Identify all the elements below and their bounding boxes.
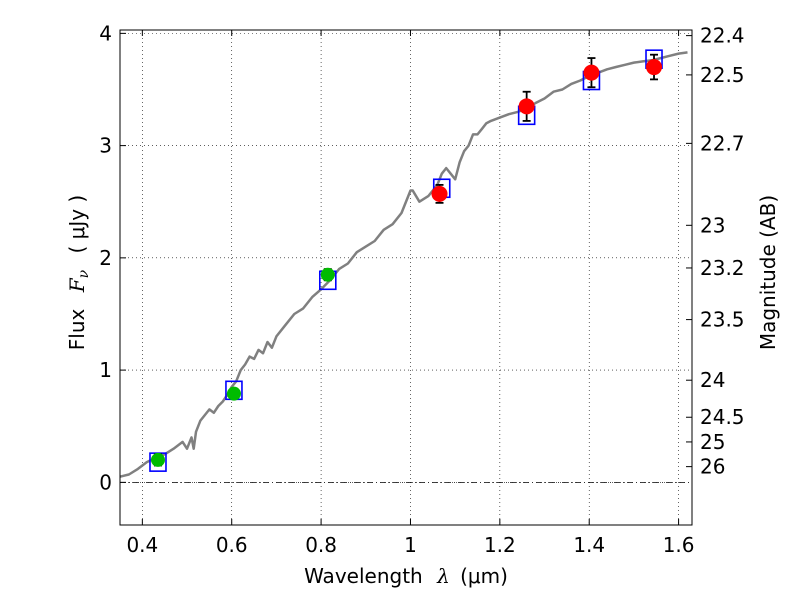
y-tick-label: 4 — [99, 21, 112, 45]
photometry-point — [583, 64, 600, 81]
y2-tick-label: 23.5 — [700, 308, 745, 332]
y2-tick-label: 26 — [700, 455, 725, 479]
y2-tick-label: 22.4 — [700, 24, 745, 48]
y2-tick-label: 24.5 — [700, 405, 745, 429]
x-axis-label: Wavelength λ (μm) — [304, 564, 508, 588]
plot-frame — [119, 29, 693, 526]
y-tick-label: 2 — [99, 246, 112, 270]
y2-tick-label: 23.2 — [700, 256, 745, 280]
y-tick-label: 3 — [99, 134, 112, 158]
y2-axis-label: Magnitude (AB) — [756, 195, 780, 350]
spectrum-line — [119, 51, 688, 478]
photometry-point — [320, 267, 335, 282]
y2-tick-label: 22.7 — [700, 131, 745, 155]
photometry-point — [518, 98, 535, 115]
x-tick-label: 1.6 — [663, 533, 695, 557]
photometry-point — [226, 386, 241, 401]
y-tick-label: 0 — [99, 470, 112, 494]
spectrum-layer — [119, 51, 688, 478]
photometry-point — [646, 59, 663, 76]
y-axis-label: Flux Fν ( μJy ) — [65, 195, 93, 350]
photometry-point — [431, 185, 448, 202]
y-tick-label: 1 — [99, 358, 112, 382]
x-tick-label: 1.2 — [484, 533, 516, 557]
x-tick-label: 0.4 — [126, 533, 158, 557]
x-tick-label: 0.6 — [216, 533, 248, 557]
x-tick-label: 1.4 — [573, 533, 605, 557]
y2-tick-label: 25 — [700, 430, 725, 454]
x-tick-label: 1 — [404, 533, 417, 557]
markers-layer — [149, 49, 663, 472]
y2-tick-label: 22.5 — [700, 63, 745, 87]
x-tick-label: 0.8 — [305, 533, 337, 557]
photometry-point — [150, 452, 165, 467]
y2-tick-label: 24 — [700, 368, 725, 392]
grid-layer — [120, 30, 692, 525]
y2-tick-label: 23 — [700, 213, 725, 237]
